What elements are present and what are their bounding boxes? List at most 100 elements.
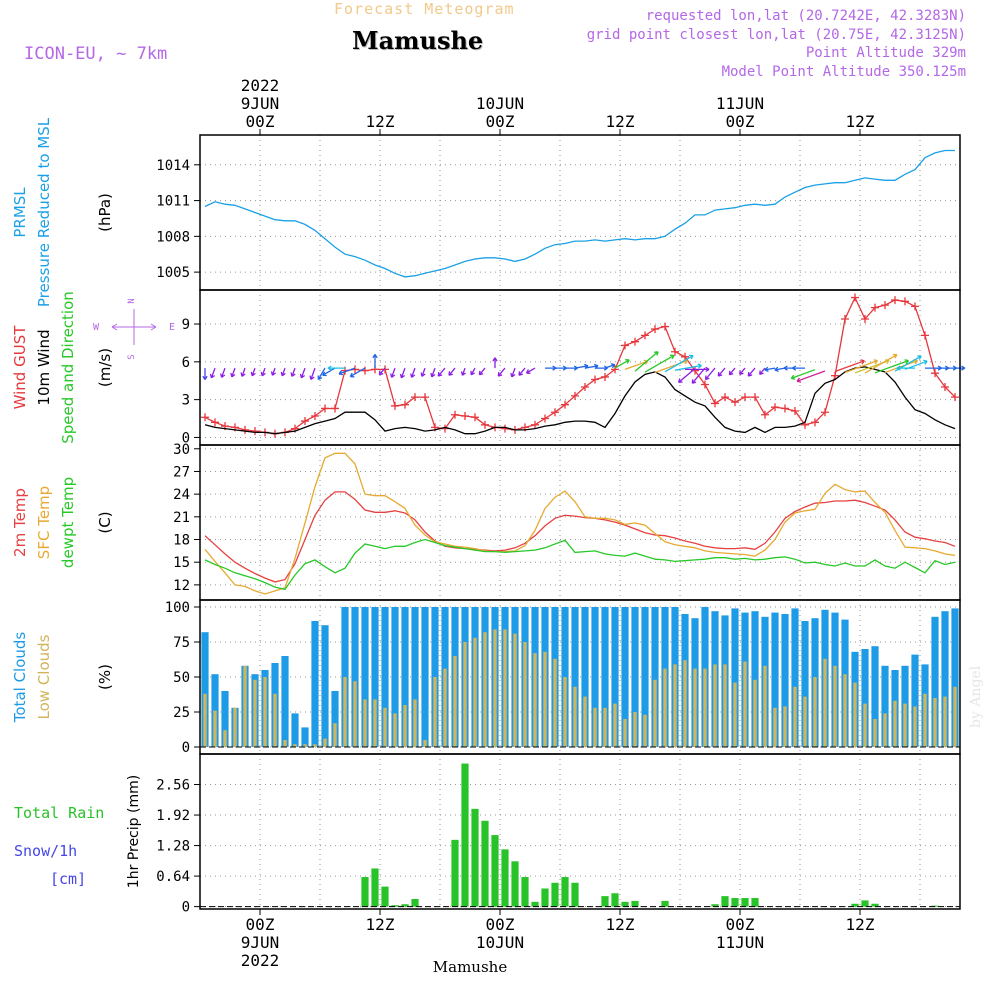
clouds-bar	[773, 707, 777, 747]
gust-marker	[851, 293, 859, 302]
unit-label: (%)	[96, 664, 114, 690]
clouds-bar	[723, 664, 727, 747]
wind-direction-arrow	[280, 367, 286, 377]
time-label-top: 2022	[241, 76, 280, 95]
y-tick-label: 1.28	[156, 839, 190, 855]
clouds-bar	[371, 607, 379, 747]
wind-direction-arrow	[717, 367, 726, 377]
model-label: ICON-EU, ~ 7km	[24, 44, 168, 64]
wind-direction-arrow	[644, 354, 675, 373]
wind-direction-arrow	[525, 367, 536, 374]
gust-marker	[561, 400, 569, 409]
gust-marker	[901, 297, 909, 306]
gust-marker	[311, 412, 319, 421]
wind-direction-arrow	[691, 367, 706, 384]
gust-marker	[331, 404, 339, 413]
wind-panel: 0 3 6 9 Wind GUST 10m Wind Speed and Direction…	[11, 289, 966, 446]
y-tick-label: 1008	[156, 229, 190, 245]
clouds-bar	[223, 730, 227, 747]
gust-marker	[401, 400, 409, 409]
clouds-bar	[863, 703, 867, 747]
clouds-bar	[553, 658, 557, 747]
precip-bar	[471, 808, 479, 907]
time-label-bottom: 00Z	[486, 915, 515, 934]
location-title: Mamushe	[352, 26, 484, 55]
clouds-bar	[493, 629, 497, 747]
temperature-frame	[199, 444, 961, 601]
clouds-panel: 0 25 50 75 100 Total Clouds Low Clouds (%)	[11, 599, 961, 756]
clouds-bar	[911, 654, 919, 747]
wind-direction-arrow	[518, 367, 526, 376]
clouds-bar	[273, 693, 277, 747]
panel-label: Low Clouds	[35, 634, 53, 719]
precip-bar	[741, 898, 749, 907]
precip-bar	[751, 898, 759, 907]
clouds-bar	[321, 625, 329, 747]
wind-direction-arrow	[728, 367, 736, 376]
clouds-bar	[941, 611, 949, 747]
clouds-bar	[243, 665, 247, 747]
gust-marker	[651, 325, 659, 334]
clouds-bar	[291, 713, 299, 747]
clouds-bar	[861, 649, 869, 747]
clouds-bar	[453, 656, 457, 747]
clouds-bar	[483, 632, 487, 747]
unit-label: (C)	[96, 511, 114, 533]
clouds-bar	[413, 699, 417, 747]
y-tick-label: 0	[182, 740, 190, 756]
compass-north: N	[127, 298, 137, 303]
panel-label: PRMSL	[11, 187, 29, 238]
gust-marker	[621, 341, 629, 350]
wind-direction-arrow	[209, 367, 216, 379]
precip-bar	[861, 900, 869, 907]
clouds-bar	[331, 691, 339, 747]
clouds-bar	[221, 691, 229, 747]
clouds-bar	[503, 629, 507, 747]
requested-coordinates: requested lon,lat (20.7242E, 42.3283N)	[645, 8, 966, 24]
clouds-bar	[423, 740, 427, 747]
clouds-bar	[353, 681, 357, 747]
gust-marker	[821, 408, 829, 417]
wind-direction-arrow	[874, 359, 910, 374]
clouds-bar	[591, 607, 599, 747]
y-tick-label: 1014	[156, 158, 190, 174]
time-label-top: 12Z	[846, 112, 875, 131]
gust-marker	[711, 399, 719, 408]
gust-marker	[571, 391, 579, 400]
wind-direction-arrow	[378, 367, 386, 376]
gust-marker	[381, 365, 389, 374]
clouds-bar	[883, 713, 887, 747]
gust-marker	[391, 401, 399, 410]
y-tick-label: 1005	[156, 265, 190, 281]
gust-marker	[321, 404, 329, 413]
clouds-bar	[753, 679, 757, 747]
clouds-bar	[543, 651, 547, 747]
precip-bar	[391, 905, 399, 907]
clouds-bar	[663, 668, 667, 747]
clouds-bar	[293, 744, 297, 747]
clouds-bar	[873, 719, 877, 747]
wind-direction-arrow	[790, 369, 816, 380]
time-label-top: 00Z	[726, 112, 755, 131]
y-tick-label: 1.92	[156, 808, 190, 824]
clouds-bar	[931, 616, 939, 747]
wind-direction-arrow	[685, 366, 710, 373]
wind-direction-arrow	[739, 367, 746, 376]
gust-marker	[591, 375, 599, 384]
wind-direction-arrow	[796, 370, 826, 383]
precip-bar	[631, 900, 639, 907]
wind-direction-arrow	[430, 367, 436, 378]
clouds-bar	[263, 677, 267, 747]
gust-marker	[861, 314, 869, 323]
clouds-bar	[401, 607, 409, 747]
clouds-bar	[653, 679, 657, 747]
clouds-bar	[693, 668, 697, 747]
clouds-bar	[791, 608, 799, 747]
wind-direction-arrow	[864, 353, 898, 374]
wind-direction-arrow	[309, 367, 316, 381]
clouds-bar	[303, 744, 307, 747]
wind-direction-arrow	[399, 367, 406, 379]
clouds-bar	[833, 665, 837, 747]
wind-direction-arrow	[844, 359, 879, 374]
panel-label: [cm]	[50, 870, 86, 888]
